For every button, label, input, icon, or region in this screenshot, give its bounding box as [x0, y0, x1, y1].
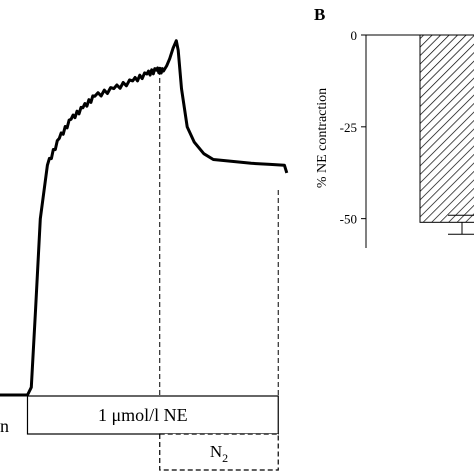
truncated-left-label: n — [0, 416, 9, 436]
y-axis-label: % NE contraction — [315, 88, 330, 188]
ne-bar-label: 1 μmol/l NE — [98, 405, 188, 425]
panel-b-label: B — [314, 5, 325, 24]
y-tick-label: -50 — [340, 212, 357, 227]
y-tick-label: -25 — [340, 120, 357, 135]
ne-application-bar — [26, 395, 279, 435]
panel-b-bar-chart: B % NE contraction 0 -25 -50 — [314, 5, 474, 248]
contraction-trace-line — [0, 39, 289, 397]
n2-application-bar — [159, 433, 279, 471]
panel-a-trace-chart: 1 μmol/l NE N2 n — [0, 39, 289, 471]
n2-label-sub: 2 — [222, 451, 228, 465]
y-tick-label: 0 — [351, 28, 358, 43]
n2-label-main: N — [210, 442, 222, 461]
y-axis-ticks: 0 -25 -50 — [340, 28, 366, 227]
n2-bar-label: N2 — [210, 442, 228, 465]
bar-ne-contraction — [419, 34, 474, 223]
